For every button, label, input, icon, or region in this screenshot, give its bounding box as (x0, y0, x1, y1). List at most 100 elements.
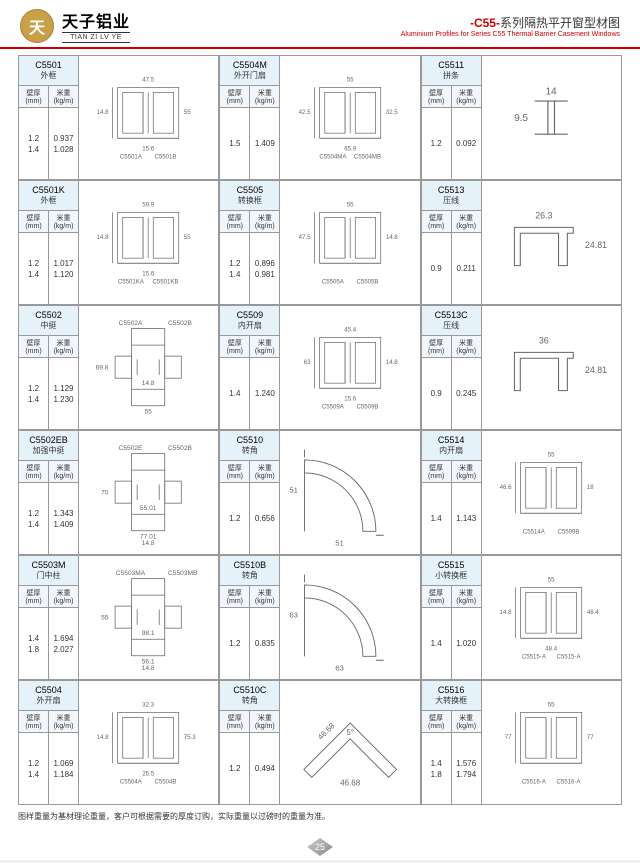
part-header: C5501K 外框 (19, 181, 78, 211)
weight-header: 米重(kg/m) (250, 586, 279, 607)
thickness-header: 壁厚(mm) (19, 211, 49, 232)
profile-grid: C5501 外框 壁厚(mm) 米重(kg/m) 1.21.4 0.9371.0… (0, 49, 640, 807)
svg-text:C5501A: C5501A (120, 153, 143, 160)
spec-table: C5503M 门中柱 壁厚(mm) 米重(kg/m) 1.41.8 1.6942… (19, 556, 79, 679)
profile-cell: C5504M 外开门扇 壁厚(mm) 米重(kg/m) 1.5 1.409 55… (219, 55, 420, 180)
svg-text:C5509B: C5509B (356, 403, 378, 410)
profile-drawing: 55 46.6 18 C5514A C5509B (482, 431, 621, 554)
column-header: 壁厚(mm) 米重(kg/m) (220, 211, 279, 233)
profile-cell: C5516 大转换框 壁厚(mm) 米重(kg/m) 1.41.8 1.5761… (421, 680, 622, 805)
part-code: C5502 (21, 310, 76, 320)
profile-drawing: 32.3 14.8 75.3 25.5 C5504A C5504B (79, 681, 218, 804)
thickness-values: 1.2 (422, 108, 452, 179)
svg-text:14.8: 14.8 (97, 733, 109, 740)
part-code: C5509 (222, 310, 277, 320)
profile-drawing: 55 47.5 14.8 C5505A C5505B (280, 181, 419, 304)
svg-text:C5503MA: C5503MA (116, 571, 146, 578)
part-name: 拼条 (424, 70, 479, 81)
column-header: 壁厚(mm) 米重(kg/m) (422, 211, 481, 233)
thickness-values: 1.41.8 (422, 733, 452, 804)
part-header: C5510B 转角 (220, 556, 279, 586)
thickness-header: 壁厚(mm) (19, 461, 49, 482)
weight-values: 0.9371.028 (49, 108, 78, 179)
weight-header: 米重(kg/m) (452, 336, 481, 357)
spec-table: C5513C 压线 壁厚(mm) 米重(kg/m) 0.9 0.245 (422, 306, 482, 429)
profile-drawing: 36 24.81 (482, 306, 621, 429)
title-en: Aluminium Profiles for Series C55 Therma… (401, 31, 620, 38)
svg-text:14.8: 14.8 (142, 380, 155, 387)
page-header: 天 天子铝业 TIAN ZI LV YE -C55-系列隔热平开窗型材图 Alu… (0, 0, 640, 49)
part-name: 外框 (21, 195, 76, 206)
svg-text:59.9: 59.9 (143, 201, 155, 208)
value-rows: 1.5 1.409 (220, 108, 279, 179)
value-rows: 1.21.4 1.0691.184 (19, 733, 78, 804)
part-header: C5501 外框 (19, 56, 78, 86)
column-header: 壁厚(mm) 米重(kg/m) (220, 461, 279, 483)
title-block: -C55-系列隔热平开窗型材图 Aluminium Profiles for S… (401, 14, 620, 38)
svg-text:C5514A: C5514A (523, 528, 546, 535)
thickness-values: 1.41.8 (19, 608, 49, 679)
profile-cell: C5513 压线 壁厚(mm) 米重(kg/m) 0.9 0.211 26.3 … (421, 180, 622, 305)
weight-header: 米重(kg/m) (49, 711, 78, 732)
svg-text:55: 55 (548, 701, 555, 708)
part-code: C5501 (21, 60, 76, 70)
svg-text:55: 55 (347, 76, 354, 83)
weight-header: 米重(kg/m) (452, 211, 481, 232)
svg-text:55: 55 (548, 576, 555, 583)
brand-en: TIAN ZI LV YE (62, 32, 130, 43)
svg-text:55: 55 (184, 233, 191, 240)
svg-text:14.8: 14.8 (142, 665, 155, 672)
value-rows: 1.41.8 1.5761.794 (422, 733, 481, 804)
svg-text:C5502A: C5502A (119, 321, 143, 328)
weight-header: 米重(kg/m) (452, 711, 481, 732)
svg-text:47.5: 47.5 (143, 76, 155, 83)
column-header: 壁厚(mm) 米重(kg/m) (19, 711, 78, 733)
svg-text:C5504B: C5504B (155, 778, 177, 785)
value-rows: 1.2 0.092 (422, 108, 481, 179)
value-rows: 1.2 0.494 (220, 733, 279, 804)
svg-text:48.4: 48.4 (545, 645, 557, 652)
svg-text:55: 55 (347, 201, 354, 208)
profile-drawing: 63 63 (280, 556, 419, 679)
brand-cn: 天子铝业 (62, 8, 130, 32)
profile-cell: C5510 转角 壁厚(mm) 米重(kg/m) 1.2 0.656 51 51 (219, 430, 420, 555)
part-code: C5514 (424, 435, 479, 445)
thickness-values: 1.21.4 (19, 233, 49, 304)
weight-values: 1.409 (250, 108, 279, 179)
weight-values: 1.240 (250, 358, 279, 429)
thickness-header: 壁厚(mm) (220, 586, 250, 607)
column-header: 壁厚(mm) 米重(kg/m) (19, 86, 78, 108)
profile-cell: C5510C 转角 壁厚(mm) 米重(kg/m) 1.2 0.494 46.6… (219, 680, 420, 805)
svg-text:55: 55 (184, 108, 191, 115)
thickness-values: 1.4 (422, 608, 452, 679)
spec-table: C5511 拼条 壁厚(mm) 米重(kg/m) 1.2 0.092 (422, 56, 482, 179)
spec-table: C5502EB 加强中挺 壁厚(mm) 米重(kg/m) 1.21.4 1.34… (19, 431, 79, 554)
weight-header: 米重(kg/m) (49, 211, 78, 232)
svg-text:46.6: 46.6 (500, 483, 512, 490)
thickness-header: 壁厚(mm) (220, 211, 250, 232)
weight-values: 1.143 (452, 483, 481, 554)
part-code: C5515 (424, 560, 479, 570)
part-code: C5505 (222, 185, 277, 195)
part-name: 门中柱 (21, 570, 76, 581)
column-header: 壁厚(mm) 米重(kg/m) (19, 211, 78, 233)
svg-text:14.8: 14.8 (500, 608, 512, 615)
svg-text:46.68: 46.68 (316, 720, 337, 741)
svg-text:C5505A: C5505A (322, 278, 345, 285)
thickness-values: 1.21.4 (19, 483, 49, 554)
svg-text:9.5: 9.5 (514, 113, 528, 124)
spec-table: C5510 转角 壁厚(mm) 米重(kg/m) 1.2 0.656 (220, 431, 280, 554)
spec-table: C5504 外开扇 壁厚(mm) 米重(kg/m) 1.21.4 1.0691.… (19, 681, 79, 804)
svg-text:32.3: 32.3 (143, 701, 155, 708)
weight-values: 1.020 (452, 608, 481, 679)
column-header: 壁厚(mm) 米重(kg/m) (220, 586, 279, 608)
part-code: C5516 (424, 685, 479, 695)
svg-text:14.8: 14.8 (386, 358, 398, 365)
svg-text:C5509B: C5509B (558, 528, 580, 535)
part-name: 内开扇 (222, 320, 277, 331)
profile-cell: C5501 外框 壁厚(mm) 米重(kg/m) 1.21.4 0.9371.0… (18, 55, 219, 180)
svg-text:C5501B: C5501B (155, 153, 177, 160)
part-header: C5509 内开扇 (220, 306, 279, 336)
svg-text:C5516-A: C5516-A (557, 778, 582, 785)
weight-values: 1.1291.230 (49, 358, 78, 429)
